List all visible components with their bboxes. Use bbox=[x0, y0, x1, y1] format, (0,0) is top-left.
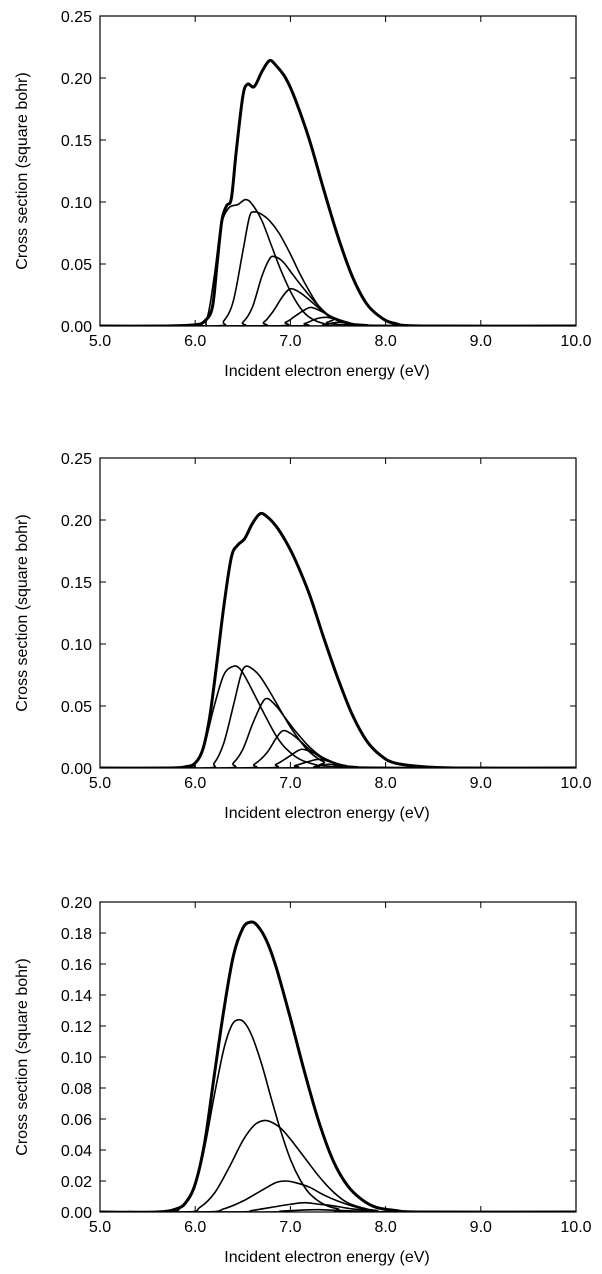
series-line-5 bbox=[100, 306, 576, 326]
x-tick-label: 10.0 bbox=[560, 1219, 591, 1236]
x-tick-label: 9.0 bbox=[470, 775, 492, 792]
x-tick-label: 6.0 bbox=[184, 1219, 206, 1236]
series-line-total bbox=[100, 511, 576, 768]
x-tick-label: 9.0 bbox=[470, 333, 492, 350]
series-line-2 bbox=[100, 665, 576, 768]
x-axis-label: Incident electron energy (eV) bbox=[224, 805, 429, 822]
x-tick-label: 5.0 bbox=[89, 333, 111, 350]
series-group bbox=[100, 511, 576, 768]
chart-2: 5.0 6.0 7.0 8.0 9.0 10.0 0.00 0.05 0.10 0.15 0.20 0… bbox=[14, 451, 592, 822]
series-line-6 bbox=[100, 316, 576, 326]
y-tick-label: 0.05 bbox=[61, 257, 92, 274]
x-tick-label: 10.0 bbox=[560, 333, 591, 350]
y-tick-label: 0.00 bbox=[61, 319, 92, 336]
y-tick-label: 0.06 bbox=[61, 1112, 92, 1129]
series-group bbox=[100, 58, 576, 326]
series-line-4 bbox=[100, 729, 576, 768]
plot-frame bbox=[99, 901, 577, 1213]
chart-1: 5.0 6.0 7.0 8.0 9.0 10.0 0.00 0.05 0.10 0.15 0.20 0… bbox=[14, 9, 592, 380]
y-tick-label: 0.14 bbox=[61, 988, 92, 1005]
x-tick-label: 7.0 bbox=[279, 333, 301, 350]
y-tick-label: 0.10 bbox=[61, 195, 92, 212]
series-line-1 bbox=[100, 198, 576, 326]
y-tick-label: 0.00 bbox=[61, 761, 92, 778]
x-tick-label: 5.0 bbox=[89, 1219, 111, 1236]
y-tick-label: 0.15 bbox=[61, 575, 92, 592]
chart-3: 5.0 6.0 7.0 8.0 9.0 10.0 0.00 0.02 0.04 0.06 0.08 0… bbox=[14, 895, 592, 1266]
series-line-1 bbox=[100, 1018, 576, 1212]
x-axis-label: Incident electron energy (eV) bbox=[224, 363, 429, 380]
x-axis-label: Incident electron energy (eV) bbox=[224, 1249, 429, 1266]
y-tick-label: 0.16 bbox=[61, 957, 92, 974]
y-tick-label: 0.08 bbox=[61, 1081, 92, 1098]
y-tick-label: 0.10 bbox=[61, 637, 92, 654]
x-tick-label: 6.0 bbox=[184, 333, 206, 350]
plot-frame bbox=[99, 15, 577, 327]
y-tick-label: 0.18 bbox=[61, 926, 92, 943]
x-tick-label: 7.0 bbox=[279, 775, 301, 792]
series-line-7 bbox=[100, 321, 576, 326]
series-line-total bbox=[100, 58, 576, 326]
series-line-total bbox=[100, 920, 576, 1212]
y-tick-label: 0.15 bbox=[61, 133, 92, 150]
y-tick-label: 0.12 bbox=[61, 1019, 92, 1036]
y-tick-label: 0.20 bbox=[61, 513, 92, 530]
y-tick-label: 0.02 bbox=[61, 1174, 92, 1191]
y-tick-label: 0.20 bbox=[61, 895, 92, 912]
y-tick-label: 0.20 bbox=[61, 71, 92, 88]
series-line-2 bbox=[100, 211, 576, 326]
x-tick-label: 5.0 bbox=[89, 775, 111, 792]
series-line-2 bbox=[100, 1119, 576, 1212]
y-tick-label: 0.04 bbox=[61, 1143, 92, 1160]
plot-frame bbox=[99, 457, 577, 769]
series-line-7 bbox=[100, 763, 576, 768]
y-axis-label: Cross section (square bohr) bbox=[14, 514, 31, 711]
x-tick-label: 6.0 bbox=[184, 775, 206, 792]
x-tick-label: 8.0 bbox=[374, 775, 396, 792]
y-tick-label: 0.10 bbox=[61, 1050, 92, 1067]
y-axis-label: Cross section (square bohr) bbox=[14, 958, 31, 1155]
y-tick-label: 0.00 bbox=[61, 1205, 92, 1222]
x-tick-label: 7.0 bbox=[279, 1219, 301, 1236]
x-tick-label: 10.0 bbox=[560, 775, 591, 792]
x-tick-label: 9.0 bbox=[470, 1219, 492, 1236]
y-tick-label: 0.25 bbox=[61, 9, 92, 26]
series-group bbox=[100, 920, 576, 1212]
series-line-4 bbox=[100, 287, 576, 326]
x-tick-label: 8.0 bbox=[374, 333, 396, 350]
series-line-3 bbox=[100, 697, 576, 768]
x-tick-label: 8.0 bbox=[374, 1219, 396, 1236]
y-axis-label: Cross section (square bohr) bbox=[14, 72, 31, 269]
series-line-3 bbox=[100, 255, 576, 326]
y-tick-label: 0.25 bbox=[61, 451, 92, 468]
y-tick-label: 0.05 bbox=[61, 699, 92, 716]
series-line-6 bbox=[100, 758, 576, 768]
